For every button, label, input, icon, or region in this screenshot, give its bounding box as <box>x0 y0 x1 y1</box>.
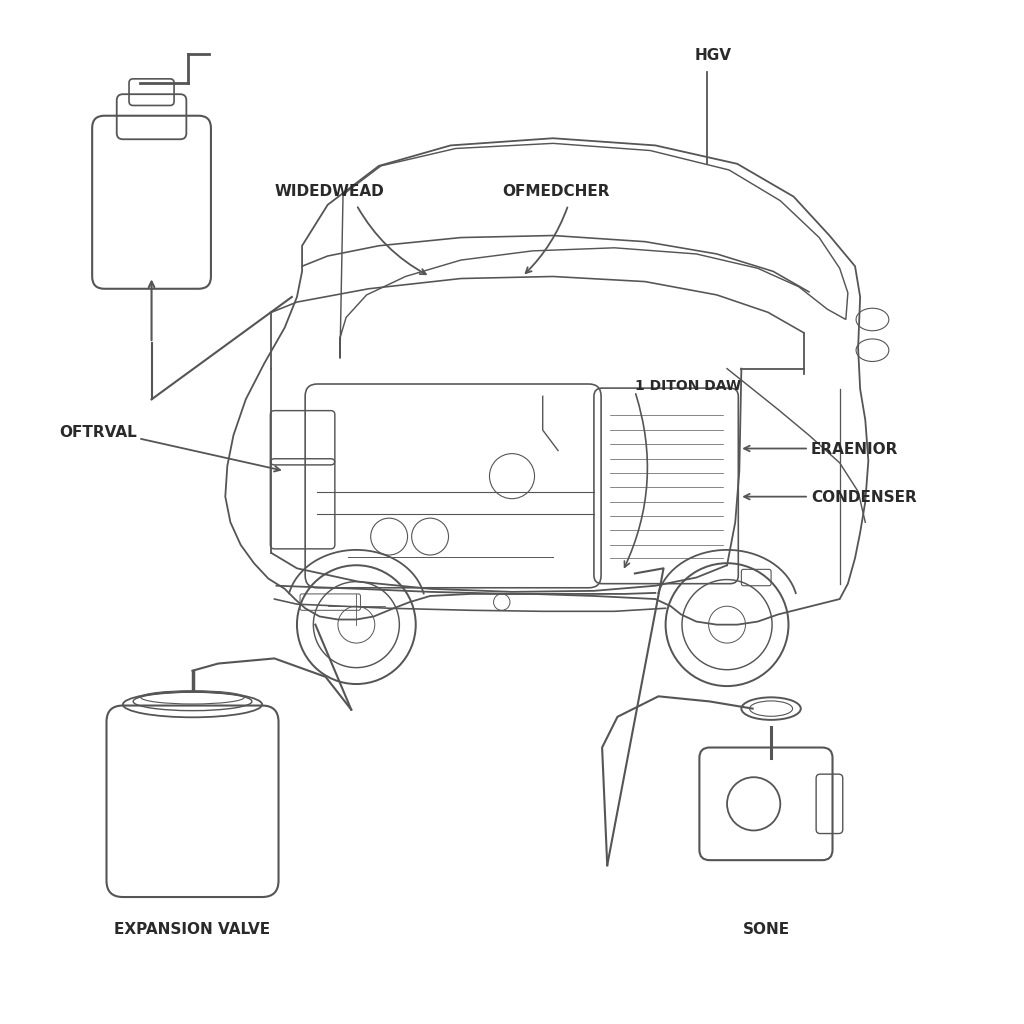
Text: SONE: SONE <box>742 922 790 937</box>
Text: HGV: HGV <box>694 48 731 63</box>
Text: OFMEDCHER: OFMEDCHER <box>502 183 609 199</box>
Text: OFTRVAL: OFTRVAL <box>59 425 137 440</box>
Text: ERAENIOR: ERAENIOR <box>811 441 898 457</box>
Text: WIDEDWEAD: WIDEDWEAD <box>274 183 384 199</box>
Text: EXPANSION VALVE: EXPANSION VALVE <box>115 922 270 937</box>
Text: CONDENSER: CONDENSER <box>811 489 916 505</box>
Text: 1 DITON DAW: 1 DITON DAW <box>635 379 741 393</box>
